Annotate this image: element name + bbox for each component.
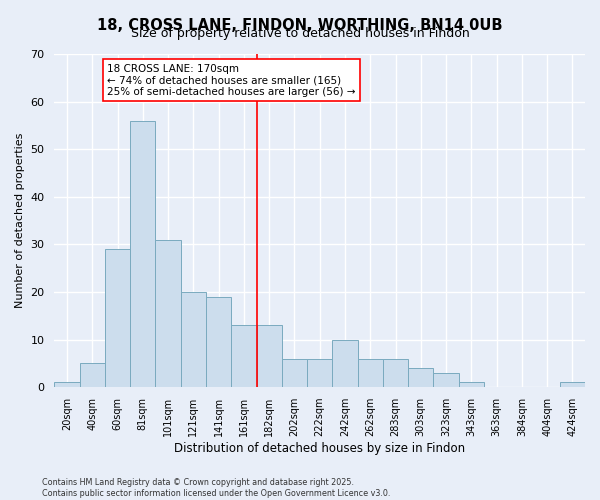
Bar <box>181 292 206 387</box>
Bar <box>433 373 458 387</box>
Bar <box>231 326 257 387</box>
Text: Size of property relative to detached houses in Findon: Size of property relative to detached ho… <box>131 28 469 40</box>
Bar <box>560 382 585 387</box>
Text: Contains HM Land Registry data © Crown copyright and database right 2025.
Contai: Contains HM Land Registry data © Crown c… <box>42 478 391 498</box>
Bar <box>358 358 383 387</box>
Text: 18 CROSS LANE: 170sqm
← 74% of detached houses are smaller (165)
25% of semi-det: 18 CROSS LANE: 170sqm ← 74% of detached … <box>107 64 356 96</box>
Bar <box>206 297 231 387</box>
Bar <box>105 249 130 387</box>
Y-axis label: Number of detached properties: Number of detached properties <box>15 133 25 308</box>
Bar <box>130 120 155 387</box>
X-axis label: Distribution of detached houses by size in Findon: Distribution of detached houses by size … <box>174 442 465 455</box>
Bar <box>282 358 307 387</box>
Text: 18, CROSS LANE, FINDON, WORTHING, BN14 0UB: 18, CROSS LANE, FINDON, WORTHING, BN14 0… <box>97 18 503 32</box>
Bar <box>155 240 181 387</box>
Bar <box>80 364 105 387</box>
Bar <box>408 368 433 387</box>
Bar <box>458 382 484 387</box>
Bar <box>307 358 332 387</box>
Bar <box>55 382 80 387</box>
Bar <box>257 326 282 387</box>
Bar <box>332 340 358 387</box>
Bar <box>383 358 408 387</box>
